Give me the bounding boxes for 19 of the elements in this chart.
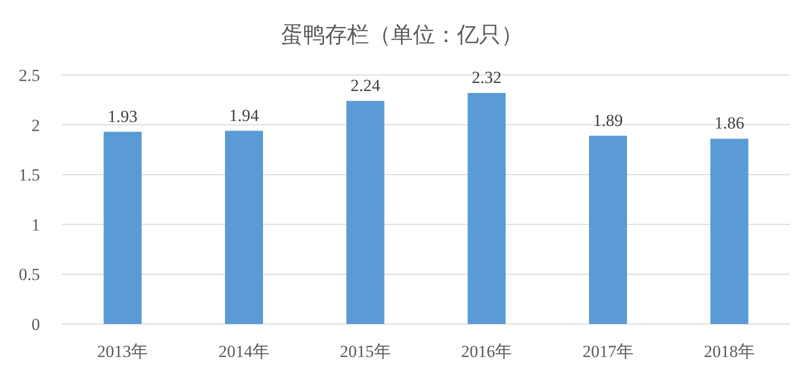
y-tick-label: 2.5 bbox=[18, 66, 40, 85]
data-label: 2.24 bbox=[350, 76, 381, 95]
data-label: 1.86 bbox=[714, 114, 744, 133]
x-tick-label: 2018年 bbox=[704, 342, 755, 361]
x-tick-label: 2017年 bbox=[582, 342, 634, 361]
data-label: 2.32 bbox=[472, 68, 502, 87]
x-tick-label: 2013年 bbox=[97, 342, 148, 361]
data-label: 1.94 bbox=[229, 106, 260, 125]
data-label: 1.89 bbox=[593, 110, 623, 130]
data-label: 1.93 bbox=[108, 106, 138, 126]
y-tick-label: 1 bbox=[32, 215, 40, 234]
chart-title: 蛋鸭存栏（单位：亿只） bbox=[281, 22, 523, 47]
y-tick-label: 0 bbox=[32, 315, 40, 334]
y-tick-label: 1.5 bbox=[18, 166, 40, 185]
x-tick-label: 2016年 bbox=[461, 342, 512, 361]
x-tick-label: 2014年 bbox=[218, 342, 270, 361]
y-tick-label: 2 bbox=[32, 116, 40, 135]
x-tick-label: 2015年 bbox=[340, 342, 391, 361]
y-tick-label: 0.5 bbox=[18, 265, 40, 284]
